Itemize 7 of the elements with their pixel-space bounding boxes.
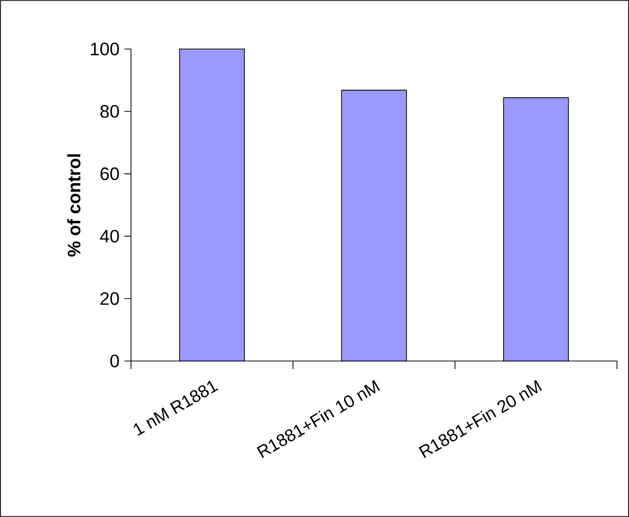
y-axis-title: % of control <box>67 154 80 257</box>
y-tick-label: 80 <box>100 105 119 118</box>
y-tick-label: 40 <box>100 230 119 243</box>
y-tick-label: 60 <box>100 167 119 180</box>
y-tick-label: 20 <box>100 292 119 305</box>
y-tick-label: 0 <box>110 354 119 368</box>
y-tick-label: 100 <box>90 42 119 56</box>
